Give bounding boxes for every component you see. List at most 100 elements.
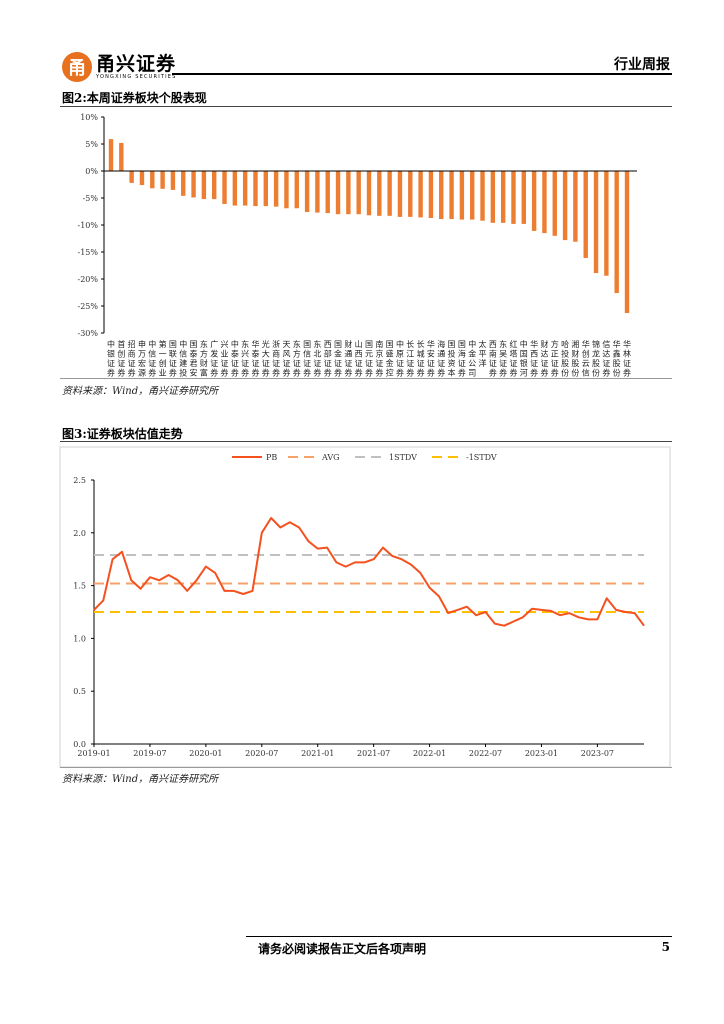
category-label-char: 证	[293, 359, 301, 368]
category-label-char: 天	[282, 340, 290, 349]
bar	[604, 171, 609, 276]
category-label-char: 券	[406, 368, 414, 378]
category-label-char: 泰	[251, 349, 259, 359]
category-label-char: 券	[489, 368, 497, 378]
bar	[160, 171, 165, 189]
category-label-char: 券	[221, 368, 229, 378]
category-label-char: 创	[117, 349, 125, 359]
category-label-char: 券	[169, 368, 177, 378]
category-label-char: 国	[448, 340, 456, 349]
category-label-char: 部	[324, 349, 332, 359]
category-label-char: 券	[282, 368, 290, 378]
category-label-char: 广	[210, 339, 218, 349]
category-label-char: 证	[602, 359, 610, 368]
category-label-char: 投	[561, 349, 569, 359]
category-label-char: 江	[406, 350, 414, 359]
category-label-char: 东	[313, 339, 321, 349]
category-label-char: 券	[355, 368, 363, 378]
category-label-char: 份	[571, 368, 579, 378]
category-label-char: 证	[241, 359, 249, 368]
category-label-char: 创	[159, 358, 167, 368]
y-tick-label: 5%	[85, 140, 98, 149]
bar	[511, 171, 516, 224]
category-label-char: 中	[179, 339, 187, 349]
category-label-char: 券	[344, 368, 352, 378]
category-label-char: 财	[200, 358, 208, 368]
category-label-char: 证	[437, 359, 445, 368]
category-label-char: 证	[489, 359, 497, 368]
category-label-char: 南	[375, 339, 383, 349]
category-label-char: 龙	[592, 349, 600, 359]
category-label-char: 证	[262, 359, 270, 368]
footer-disclaimer: 请务必阅读报告正文后各项声明	[258, 942, 427, 956]
category-label-char: 券	[251, 368, 259, 378]
category-label-char: 财	[571, 349, 579, 359]
x-tick-label: 2020-07	[245, 749, 278, 758]
bar	[490, 171, 496, 223]
category-label-char: 兴	[241, 350, 249, 359]
category-label-char: 证	[355, 359, 363, 368]
logo-mark-icon: 甬	[62, 52, 92, 82]
category-label-char: 原	[396, 350, 404, 359]
legend-label: -1STDV	[466, 453, 497, 462]
y-tick-label: -15%	[78, 248, 99, 257]
category-label-char: 信	[602, 339, 610, 349]
y-tick-label: -25%	[78, 302, 99, 311]
category-label-char: 证	[303, 359, 311, 368]
bar	[459, 171, 465, 220]
logo-name: 甬兴证券	[96, 53, 177, 75]
report-type: 行业周报	[614, 57, 670, 73]
category-label-char: 兴	[221, 340, 229, 349]
category-label-char: 券	[365, 368, 373, 378]
category-label-char: 盛	[386, 349, 394, 359]
category-label-char: 光	[262, 339, 270, 349]
category-label-char: 信	[179, 349, 187, 359]
category-label-char: 商	[128, 349, 136, 359]
category-label-char: 信	[303, 349, 311, 359]
x-tick-label: 2019-01	[77, 749, 110, 758]
category-label-char: 投	[448, 349, 456, 359]
category-label-char: 长	[417, 339, 425, 349]
category-label-char: 业	[159, 368, 167, 378]
category-label-char: 泰	[231, 349, 239, 359]
category-label-char: 第	[159, 339, 167, 349]
category-label-char: 华	[582, 339, 590, 349]
category-label-char: 发	[210, 349, 218, 359]
category-label-char: 山	[355, 339, 363, 349]
bar	[222, 171, 227, 204]
legend-label: 1STDV	[389, 453, 417, 462]
figure3-title-rule	[60, 441, 672, 442]
category-label-char: 券	[324, 368, 332, 378]
category-label-char: 华	[251, 339, 259, 349]
category-label-char: 吴	[499, 350, 507, 359]
category-label-char: 券	[551, 368, 559, 378]
bar	[583, 171, 588, 258]
bar	[181, 171, 186, 196]
category-label-char: 东	[499, 339, 507, 349]
company-logo: 甬 甬兴证券 YONGXING SECURITIES	[62, 52, 177, 82]
category-label-char: 金	[386, 358, 394, 368]
figure2-source: 资料来源：Wind，甬兴证券研究所	[62, 386, 219, 397]
y-tick-label: 2.0	[73, 529, 86, 538]
bar	[428, 171, 434, 218]
bar	[552, 171, 557, 236]
category-label-char: 份	[561, 368, 569, 378]
category-label-char: 锦	[592, 339, 600, 349]
x-tick-label: 2019-07	[133, 749, 166, 758]
category-label-char: 券	[458, 368, 466, 378]
category-label-char: 银	[107, 349, 115, 359]
category-label-char: 份	[592, 368, 600, 378]
category-label-char: 风	[282, 350, 290, 359]
x-tick-label: 2021-01	[301, 749, 334, 758]
x-tick-label: 2021-07	[357, 749, 390, 758]
category-label-char: 国	[303, 340, 311, 349]
category-label-char: 太	[479, 339, 487, 349]
y-tick-label: -10%	[78, 221, 99, 230]
category-label-char: 资	[448, 358, 456, 368]
bar	[470, 171, 475, 220]
category-label-char: 西	[324, 340, 332, 349]
category-label-char: 国	[520, 350, 528, 359]
figure3-source: 资料来源：Wind，甬兴证券研究所	[62, 774, 219, 785]
category-label-char: 券	[107, 368, 115, 378]
category-label-char: 国	[365, 340, 373, 349]
